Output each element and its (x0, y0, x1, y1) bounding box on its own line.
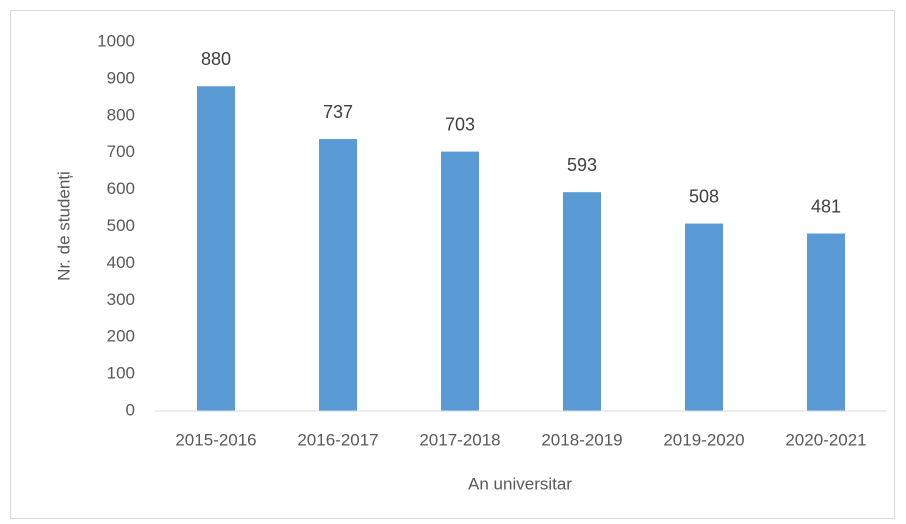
y-tick-label: 1000 (97, 31, 135, 50)
data-label: 880 (201, 49, 231, 69)
x-axis-title: An universitar (468, 474, 572, 493)
x-tick-label: 2019-2020 (663, 430, 744, 449)
data-label: 508 (689, 186, 719, 206)
bar (197, 86, 235, 411)
data-label: 703 (445, 114, 475, 134)
x-tick-label: 2016-2017 (297, 430, 378, 449)
y-tick-label: 400 (107, 253, 135, 272)
bar (807, 233, 845, 411)
data-label: 481 (811, 196, 841, 216)
y-tick-label: 100 (107, 364, 135, 383)
x-tick-label: 2018-2019 (541, 430, 622, 449)
y-tick-label: 300 (107, 290, 135, 309)
y-tick-label: 600 (107, 179, 135, 198)
x-tick-label: 2017-2018 (419, 430, 500, 449)
x-tick-label: 2020-2021 (785, 430, 866, 449)
bar (319, 139, 357, 411)
y-axis-title: Nr. de studenți (54, 171, 73, 281)
y-tick-label: 500 (107, 216, 135, 235)
y-tick-label: 0 (126, 400, 135, 419)
y-tick-label: 900 (107, 68, 135, 87)
y-tick-label: 700 (107, 142, 135, 161)
y-tick-label: 200 (107, 327, 135, 346)
bar (685, 223, 723, 411)
data-label: 737 (323, 102, 353, 122)
y-tick-label: 800 (107, 105, 135, 124)
bar (441, 151, 479, 411)
data-label: 593 (567, 155, 597, 175)
x-tick-label: 2015-2016 (175, 430, 256, 449)
bar (563, 192, 601, 411)
